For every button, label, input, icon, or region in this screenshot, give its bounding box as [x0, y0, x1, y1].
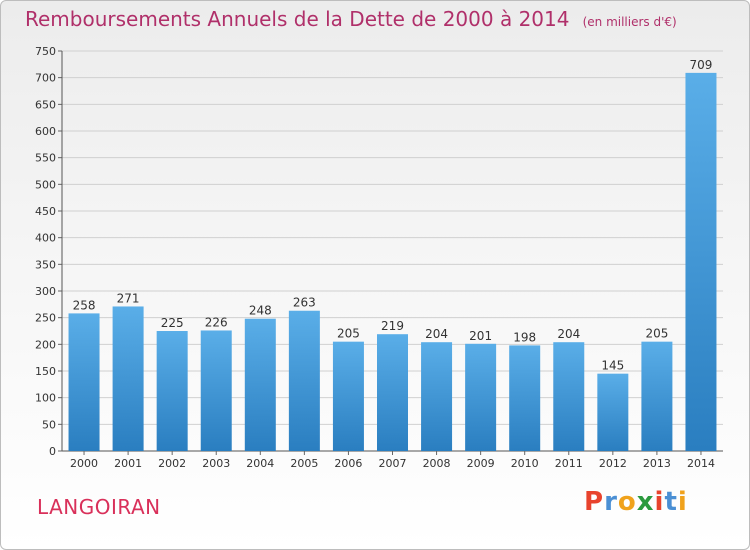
x-tick-label: 2014: [687, 457, 715, 470]
bar: [288, 310, 320, 451]
x-tick-label: 2004: [246, 457, 274, 470]
bar: [68, 313, 100, 451]
data-label: 201: [469, 329, 492, 343]
bar: [332, 341, 364, 451]
y-tick-label: 0: [49, 445, 56, 458]
y-tick-label: 350: [35, 258, 56, 271]
data-label: 271: [117, 291, 140, 305]
bar: [553, 342, 585, 451]
data-label: 258: [73, 298, 96, 312]
y-tick-label: 600: [35, 125, 56, 138]
y-tick-label: 300: [35, 285, 56, 298]
data-label: 709: [690, 58, 713, 72]
x-tick-label: 2012: [599, 457, 627, 470]
chart-unit: (en milliers d'€): [582, 15, 677, 29]
y-tick-label: 250: [35, 312, 56, 325]
data-label: 225: [161, 316, 184, 330]
x-tick-label: 2013: [643, 457, 671, 470]
bar: [200, 330, 232, 451]
chart-title: Remboursements Annuels de la Dette de 20…: [25, 7, 570, 31]
bar: [685, 72, 717, 451]
bar: [641, 341, 673, 451]
data-label: 205: [645, 327, 668, 341]
y-tick-label: 700: [35, 72, 56, 85]
x-tick-label: 2002: [158, 457, 186, 470]
y-tick-label: 100: [35, 392, 56, 405]
data-label: 205: [337, 327, 360, 341]
commune-name: LANGOIRAN: [37, 495, 161, 519]
x-tick-label: 2001: [114, 457, 142, 470]
x-tick-label: 2011: [555, 457, 583, 470]
x-tick-label: 2006: [334, 457, 362, 470]
bar: [597, 373, 629, 451]
x-tick-label: 2008: [423, 457, 451, 470]
y-tick-label: 400: [35, 232, 56, 245]
data-label: 248: [249, 304, 272, 318]
bar: [509, 345, 541, 451]
x-tick-label: 2003: [202, 457, 230, 470]
data-label: 145: [601, 359, 624, 373]
x-tick-label: 2007: [379, 457, 407, 470]
y-tick-label: 650: [35, 98, 56, 111]
bar: [465, 343, 497, 451]
x-tick-label: 2009: [467, 457, 495, 470]
bar: [421, 342, 453, 451]
bar: [244, 318, 276, 451]
data-label: 226: [205, 315, 228, 329]
y-tick-label: 750: [35, 45, 56, 58]
brand-logo: Proxiti: [584, 487, 688, 517]
x-tick-label: 2000: [70, 457, 98, 470]
data-label: 198: [513, 330, 536, 344]
bar: [112, 306, 144, 451]
x-tick-label: 2010: [511, 457, 539, 470]
bar: [377, 334, 408, 451]
y-tick-label: 50: [42, 418, 56, 431]
data-label: 204: [425, 327, 448, 341]
data-label: 219: [381, 319, 404, 333]
data-label: 263: [293, 296, 316, 310]
data-label: 204: [557, 327, 580, 341]
y-tick-label: 150: [35, 365, 56, 378]
title-row: Remboursements Annuels de la Dette de 20…: [25, 7, 677, 31]
bar: [156, 331, 188, 451]
x-tick-label: 2005: [290, 457, 318, 470]
y-tick-label: 500: [35, 178, 56, 191]
y-tick-label: 550: [35, 152, 56, 165]
y-tick-label: 200: [35, 338, 56, 351]
y-tick-label: 450: [35, 205, 56, 218]
